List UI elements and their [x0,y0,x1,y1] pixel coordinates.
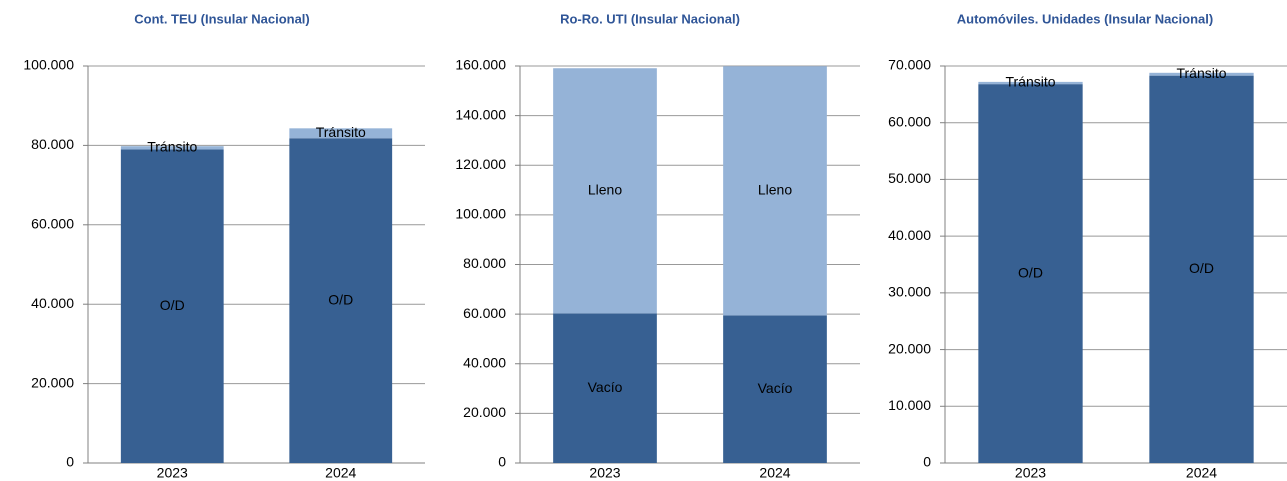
segment-label: Lleno [588,182,622,198]
y-tick-label: 40.000 [888,227,931,243]
bar-segment [289,128,393,139]
x-tick-label: 2024 [325,465,356,481]
x-tick-label: 2023 [1015,465,1046,481]
y-tick-label: 70.000 [888,57,931,73]
bar-segment [120,146,224,150]
bar-segment [723,66,827,316]
x-tick-label: 2024 [1186,465,1217,481]
x-tick-label: 2023 [589,465,620,481]
y-tick-label: 80.000 [463,255,506,271]
y-tick-label: 50.000 [888,170,931,186]
bar-segment [978,81,1083,85]
chart-title: Cont. TEU (Insular Nacional) [134,11,310,26]
y-tick-label: 60.000 [888,113,931,129]
segment-label: Tránsito [147,138,197,154]
segment-label: O/D [328,291,353,307]
segment-label: Tránsito [316,124,366,140]
bar-segment [1149,72,1254,76]
y-tick-label: 100.000 [455,206,506,222]
y-tick-label: 20.000 [888,340,931,356]
y-tick-label: 160.000 [455,57,506,73]
bar-segment [553,313,657,463]
y-tick-label: 0 [66,454,74,470]
y-tick-label: 80.000 [31,136,74,152]
bar-segment [120,149,224,463]
segment-label: Vacío [758,380,793,396]
x-tick-label: 2023 [157,465,188,481]
segment-label: O/D [1189,260,1214,276]
segment-label: Tránsito [1176,65,1226,81]
segment-label: O/D [160,297,185,313]
y-tick-label: 0 [923,454,931,470]
y-tick-label: 30.000 [888,284,931,300]
y-tick-label: 10.000 [888,397,931,413]
bar-segment [723,315,827,463]
y-tick-label: 20.000 [463,404,506,420]
y-tick-label: 60.000 [463,305,506,321]
segment-label: O/D [1018,264,1043,280]
segment-label: Lleno [758,182,792,198]
segment-label: Vacío [588,379,623,395]
y-tick-label: 100.000 [23,57,74,73]
y-tick-label: 40.000 [463,354,506,370]
y-tick-label: 120.000 [455,156,506,172]
y-tick-label: 0 [498,454,506,470]
segment-label: Tránsito [1005,74,1055,90]
chart-title: Automóviles. Unidades (Insular Nacional) [957,11,1213,26]
bar-segment [553,68,657,314]
bar-segment [289,138,393,463]
bar-segment [1149,75,1254,464]
y-tick-label: 40.000 [31,295,74,311]
y-tick-label: 60.000 [31,216,74,232]
y-tick-label: 20.000 [31,374,74,390]
bar-segment [978,84,1083,464]
chart-title: Ro-Ro. UTI (Insular Nacional) [560,11,740,26]
x-tick-label: 2024 [759,465,790,481]
y-tick-label: 140.000 [455,106,506,122]
